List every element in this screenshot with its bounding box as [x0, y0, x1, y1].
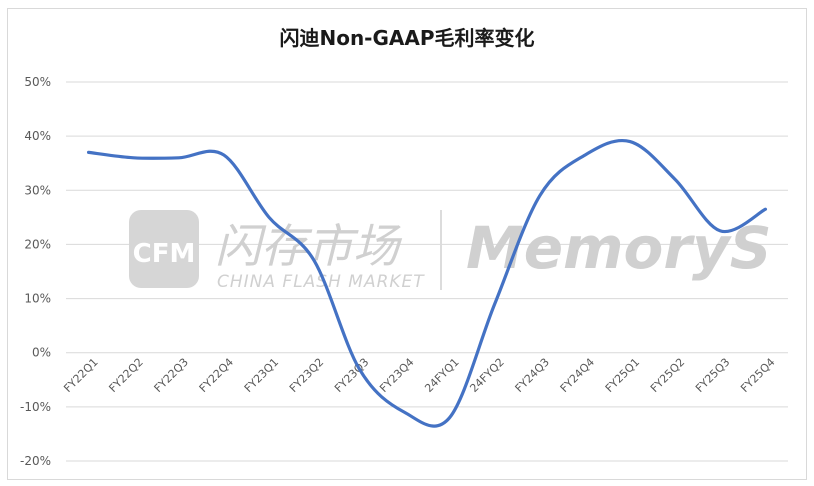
- y-tick-label: 50%: [24, 75, 51, 89]
- x-tick-label: FY23Q2: [287, 356, 326, 395]
- watermark-cn-text: 闪存市场: [215, 219, 403, 273]
- x-tick-label: FY23Q3: [332, 356, 371, 395]
- y-tick-label: 10%: [24, 292, 51, 306]
- watermark-brand-text: MemoryS: [466, 214, 772, 282]
- watermark-en-text: CHINA FLASH MARKET: [217, 272, 425, 292]
- x-tick-label: FY23Q1: [242, 356, 281, 395]
- watermark-logo-box: [129, 210, 199, 288]
- x-tick-label: FY25Q4: [738, 356, 777, 395]
- watermark-logo-text: CFM: [133, 239, 196, 269]
- series-line: [86, 139, 768, 428]
- chart-title: 闪迪Non-GAAP毛利率变化: [279, 26, 535, 50]
- y-tick-label: -20%: [20, 454, 51, 468]
- x-tick-label: FY25Q3: [693, 356, 732, 395]
- x-axis-ticks: FY22Q1 FY22Q2 FY22Q3 FY22Q4 FY23Q1 FY23Q2 FY23…: [61, 356, 777, 395]
- y-tick-label: -10%: [20, 400, 51, 414]
- x-tick-label: FY24Q3: [513, 356, 552, 395]
- x-tick-label: FY22Q2: [106, 356, 145, 395]
- y-tick-label: 40%: [24, 129, 51, 143]
- grid-lines: [66, 81, 788, 462]
- x-tick-label: FY24Q4: [558, 356, 597, 395]
- y-tick-label: 0%: [32, 346, 51, 360]
- x-tick-label: FY22Q3: [152, 356, 191, 395]
- watermark: CFM 闪存市场 CHINA FLASH MARKET MemoryS: [129, 210, 772, 292]
- x-tick-label: FY23Q4: [377, 356, 416, 395]
- x-tick-label: 24FYQ1: [422, 356, 461, 395]
- x-tick-label: FY22Q4: [197, 356, 236, 395]
- x-tick-label: FY25Q1: [603, 356, 642, 395]
- y-tick-label: 30%: [24, 183, 51, 197]
- y-axis-ticks: -20% -10% 0% 10% 20% 30% 40% 50%: [20, 75, 51, 468]
- x-tick-label: FY25Q2: [648, 356, 687, 395]
- y-tick-label: 20%: [24, 237, 51, 251]
- x-tick-label: FY22Q1: [61, 356, 100, 395]
